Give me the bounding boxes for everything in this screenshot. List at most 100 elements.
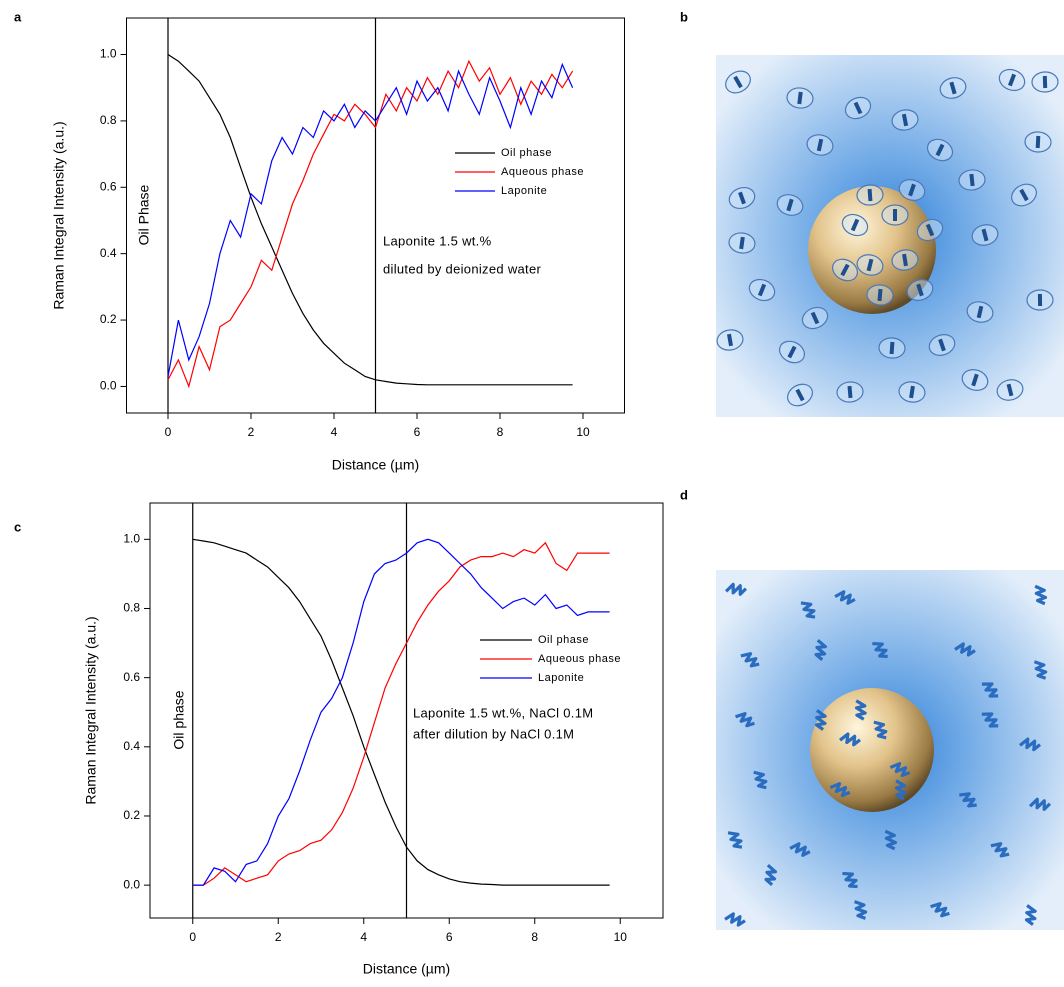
- particle: [878, 337, 906, 359]
- particle: [928, 334, 956, 356]
- panel-label: d: [680, 487, 688, 502]
- particle: [786, 383, 814, 407]
- chain: [990, 842, 1010, 858]
- particle: [1031, 71, 1059, 93]
- chain: [1034, 584, 1048, 606]
- particle-chain: [764, 864, 778, 886]
- particle-core: [733, 75, 743, 89]
- particle: [725, 70, 751, 94]
- annotation: Oil phase: [171, 690, 187, 749]
- particle-chain: [981, 682, 999, 698]
- oil-droplet: [810, 688, 934, 812]
- chain: [839, 732, 861, 747]
- particle-core: [810, 311, 820, 325]
- particle: [776, 194, 804, 216]
- chain: [1033, 660, 1048, 680]
- series-line: [192, 541, 610, 886]
- chain: [981, 712, 999, 728]
- particle: [926, 138, 954, 162]
- chain: [853, 900, 868, 920]
- particle-core: [981, 228, 989, 242]
- y-tick-label: 0.2: [100, 312, 117, 326]
- x-tick-label: 2: [248, 425, 255, 439]
- particle-chain: [724, 582, 748, 596]
- particle-core: [969, 173, 975, 187]
- particle-core: [786, 198, 794, 212]
- particle-chain: [853, 900, 868, 920]
- particle: [961, 369, 989, 391]
- panel-label: a: [14, 9, 22, 24]
- chain: [854, 699, 867, 721]
- chain: [894, 779, 907, 801]
- particle: [958, 169, 986, 191]
- particle-core: [866, 258, 874, 272]
- particle-chain: [727, 831, 743, 849]
- particle-chain: [814, 709, 827, 731]
- particle: [916, 218, 944, 242]
- particle-chain: [1034, 584, 1048, 606]
- annotation: after dilution by NaCl 0.1M: [413, 726, 574, 741]
- particle-core: [889, 341, 895, 355]
- particle: [786, 87, 814, 109]
- series-line: [167, 59, 574, 389]
- chain: [764, 864, 778, 886]
- x-axis-label: Distance (µm): [363, 961, 450, 977]
- chain: [1018, 737, 1042, 752]
- x-tick-label: 8: [531, 930, 538, 944]
- y-tick-label: 1.0: [100, 47, 117, 61]
- particle-chain: [981, 712, 999, 728]
- particle: [1026, 289, 1054, 311]
- annotation: diluted by deionized water: [383, 261, 541, 276]
- legend-label: Laponite: [501, 185, 547, 197]
- particle-chain: [884, 829, 898, 851]
- particle: [856, 254, 884, 276]
- particle: [1011, 183, 1037, 207]
- particle-core: [1042, 75, 1048, 89]
- particle-chain: [829, 782, 851, 798]
- chain: [842, 871, 858, 889]
- particle: [801, 306, 829, 330]
- particle-core: [938, 338, 946, 352]
- chain: [873, 720, 888, 740]
- particle-chain: [753, 770, 768, 790]
- particle-chain: [842, 871, 858, 889]
- particle-core: [893, 209, 897, 221]
- particle-core: [976, 305, 984, 319]
- particle-chain: [834, 590, 856, 605]
- particle-core: [847, 385, 853, 399]
- particle-core: [867, 188, 873, 202]
- particle-chain: [854, 699, 867, 721]
- particle-chain: [873, 720, 888, 740]
- particle-chain: [954, 642, 976, 657]
- particle: [844, 96, 872, 120]
- particle-core: [1037, 293, 1043, 307]
- particle-core: [909, 385, 915, 399]
- particle: [841, 213, 869, 237]
- chain: [930, 902, 950, 918]
- particle: [996, 379, 1024, 401]
- chain: [889, 762, 911, 778]
- particle-core: [850, 218, 860, 232]
- particle-core: [935, 143, 945, 157]
- particle: [906, 279, 934, 301]
- particle: [728, 232, 756, 254]
- legend-label: Oil phase: [501, 147, 552, 159]
- particle-core: [757, 283, 767, 297]
- particle: [856, 184, 884, 206]
- panel-label: b: [680, 9, 688, 24]
- particle-chain: [894, 779, 907, 801]
- annotation: Oil Phase: [136, 184, 152, 245]
- particle-core: [816, 138, 824, 152]
- particle-core: [1006, 383, 1014, 397]
- particle-chain: [839, 732, 861, 747]
- y-tick-label: 0.8: [100, 113, 117, 127]
- chain: [884, 829, 898, 851]
- particle-core: [949, 81, 957, 95]
- particle: [716, 329, 744, 351]
- particle-core: [925, 223, 935, 237]
- x-tick-label: 2: [275, 930, 282, 944]
- y-axis-label: Raman Integral Intensity (a.u.): [83, 616, 99, 804]
- particle: [778, 340, 806, 364]
- y-tick-label: 0.0: [123, 877, 140, 891]
- chain: [981, 682, 999, 698]
